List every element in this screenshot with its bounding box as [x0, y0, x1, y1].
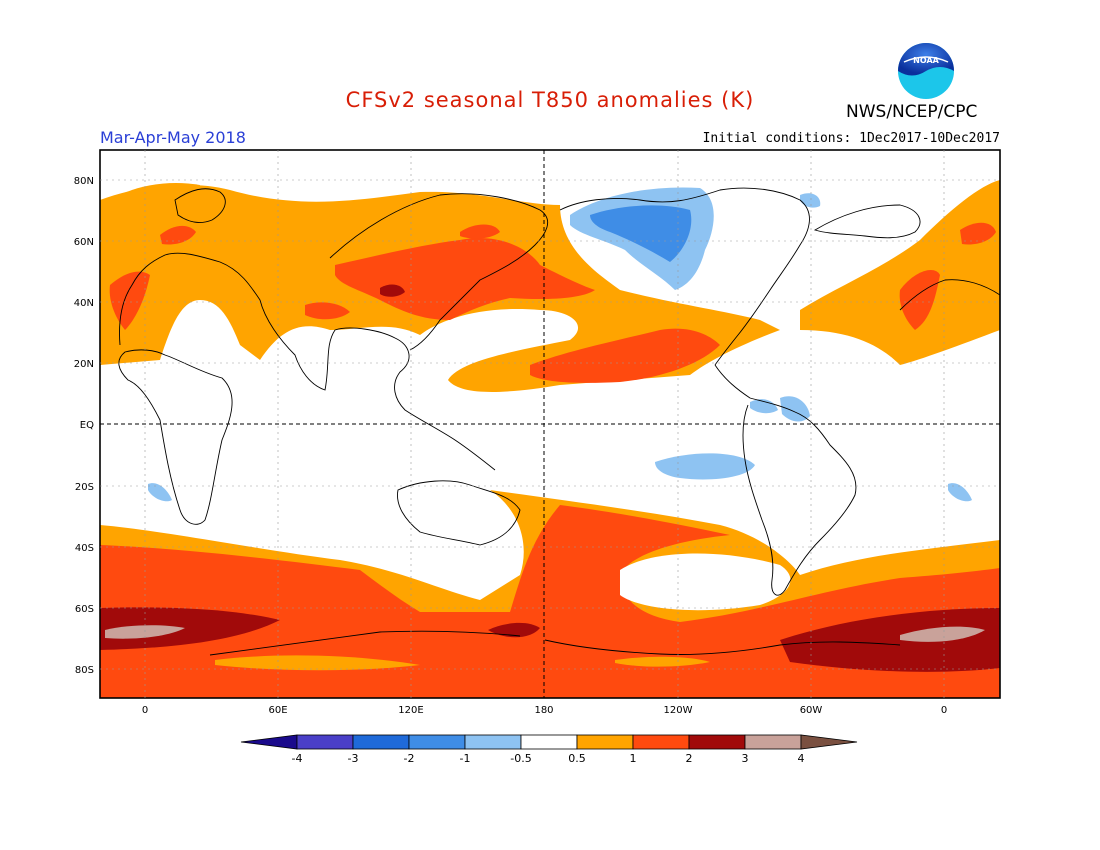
lat-label: 40S	[75, 543, 94, 554]
graticule	[100, 150, 1000, 698]
colorbar-segment	[408, 734, 466, 750]
lat-label: 80N	[74, 176, 94, 187]
colorbar-segment	[240, 734, 298, 750]
lon-label: 120W	[664, 705, 693, 716]
lon-label: 180	[534, 705, 553, 716]
forecast-period: Mar-Apr-May 2018	[100, 128, 246, 147]
lat-label: EQ	[80, 420, 94, 431]
lon-label: 0	[941, 705, 947, 716]
initial-conditions: Initial conditions: 1Dec2017-10Dec2017	[702, 131, 1000, 146]
pacific-red	[530, 328, 720, 383]
lat-label: 80S	[75, 665, 94, 676]
colorbar-segment	[744, 734, 802, 750]
asia-red	[335, 238, 595, 320]
southern-red-band	[100, 505, 1000, 698]
coastlines	[118, 187, 1000, 656]
chart-title: CFSv2 seasonal T850 anomalies (K)	[345, 88, 755, 112]
colorbar-segment	[520, 734, 578, 750]
north-atlantic-orange	[800, 180, 1000, 365]
southern-darkred-west	[100, 607, 280, 650]
colorbar-segment	[576, 734, 634, 750]
colorbar-segment	[296, 734, 354, 750]
colorbar-segment	[464, 734, 522, 750]
lon-label: 60W	[800, 705, 823, 716]
colorbar-tick-label: 2	[686, 752, 693, 765]
colorbar-segment	[632, 734, 690, 750]
logo-text: NOAA	[913, 56, 939, 65]
lon-label: 0	[142, 705, 148, 716]
noaa-logo-icon: NOAA	[898, 43, 954, 99]
colorbar-segment	[352, 734, 410, 750]
lon-label: 120E	[398, 705, 423, 716]
colorbar-segment	[800, 734, 858, 750]
colorbar-tick-label: -4	[292, 752, 303, 765]
colorbar-tick-label: 3	[742, 752, 749, 765]
south-pacific-white	[620, 553, 791, 611]
lon-label: 60E	[268, 705, 287, 716]
lat-label: 60S	[75, 604, 94, 615]
lat-label: 60N	[74, 237, 94, 248]
southern-darkred-east	[780, 608, 1000, 672]
colorbar-tick-label: -1	[460, 752, 471, 765]
colorbar-tick-label: -0.5	[510, 752, 531, 765]
colorbar-tick-label: -2	[404, 752, 415, 765]
colorbar-tick-label: 4	[798, 752, 805, 765]
lat-label: 40N	[74, 298, 94, 309]
colorbar-tick-label: -3	[348, 752, 359, 765]
colorbar-segment	[688, 734, 746, 750]
org-label: NWS/NCEP/CPC	[846, 102, 978, 122]
southern-darkred-dateline	[488, 622, 540, 638]
colorbar-legend: -4 -3 -2 -1 -0.5 0.5 1 2 3 4	[240, 734, 858, 765]
colorbar-tick-label: 0.5	[568, 752, 586, 765]
alaska-blue-mid	[590, 205, 692, 262]
lat-label: 20S	[75, 482, 94, 493]
lat-label: 20N	[74, 359, 94, 370]
colorbar-tick-label: 1	[630, 752, 637, 765]
